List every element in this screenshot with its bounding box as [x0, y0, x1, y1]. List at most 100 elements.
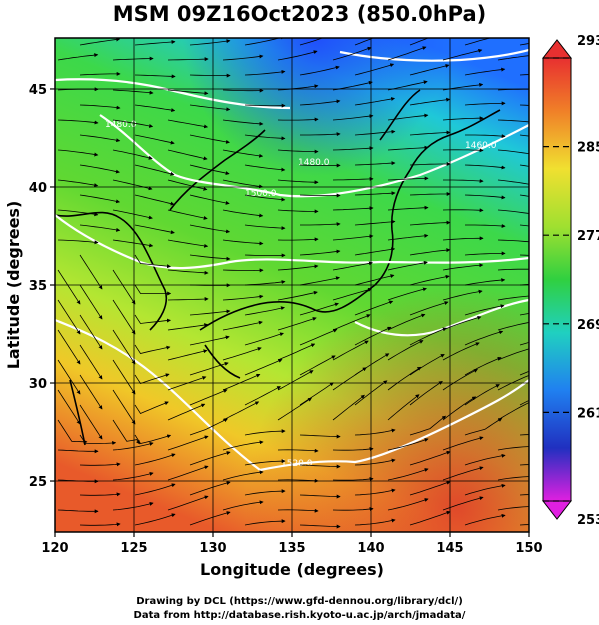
streamline — [300, 132, 341, 137]
streamline — [497, 119, 529, 123]
streamline — [277, 117, 319, 122]
streamline — [79, 374, 103, 410]
streamline — [134, 254, 171, 269]
streamline — [464, 164, 506, 170]
streamline — [167, 403, 206, 421]
streamline — [332, 477, 374, 482]
streamline — [409, 38, 430, 46]
streamline — [387, 468, 429, 481]
streamline — [409, 97, 451, 106]
streamline — [464, 38, 492, 46]
streamline — [134, 344, 171, 354]
streamline — [464, 251, 506, 256]
streamline — [354, 97, 396, 106]
streamline — [387, 340, 424, 361]
colorbar-tick-label: 261 — [577, 406, 599, 421]
streamline — [222, 440, 264, 451]
streamline — [299, 65, 340, 76]
streamline — [112, 299, 136, 335]
streamline — [112, 269, 136, 305]
streamline — [134, 134, 175, 145]
streamline — [189, 418, 228, 436]
y-tick-label: 30 — [29, 377, 47, 392]
streamline — [354, 458, 396, 466]
streamline — [299, 464, 341, 469]
streamline — [354, 274, 395, 286]
streamline — [222, 209, 264, 218]
streamline — [189, 194, 230, 205]
streamline — [167, 149, 208, 161]
streamline — [332, 394, 365, 421]
contour-labels: 1520.0 1500.0 1480.0 1460.0 1480.0 — [105, 120, 497, 469]
streamline — [112, 209, 153, 220]
streamline — [79, 404, 103, 440]
streamline — [409, 64, 450, 76]
streamline — [409, 274, 450, 286]
streamline — [189, 389, 228, 406]
streamline — [497, 402, 529, 421]
streamline — [442, 315, 482, 331]
streamline — [134, 434, 172, 444]
streamline — [519, 74, 529, 76]
streamline — [387, 313, 426, 331]
streamline — [167, 57, 209, 62]
streamline — [167, 349, 208, 361]
streamline — [134, 373, 170, 384]
streamline — [222, 149, 264, 158]
streamline — [244, 134, 286, 141]
streamline — [112, 359, 136, 395]
streamline — [112, 56, 154, 61]
streamline — [442, 289, 483, 301]
streamline — [277, 448, 319, 453]
streamline — [519, 224, 529, 227]
streamline — [189, 73, 231, 78]
streamline — [244, 429, 286, 436]
streamline — [134, 401, 169, 415]
streamline — [519, 524, 529, 526]
streamline — [497, 209, 529, 214]
streamline — [244, 194, 286, 202]
streamline — [519, 254, 529, 256]
streamline — [299, 434, 341, 439]
streamline — [442, 48, 483, 61]
streamline — [79, 104, 121, 110]
streamline — [244, 489, 286, 496]
streamline — [189, 309, 231, 316]
colorbar-scale — [542, 57, 572, 502]
streamline — [497, 506, 529, 511]
streamline — [519, 313, 529, 316]
y-axis-label: Latitude (degrees) — [4, 201, 23, 370]
streamline — [465, 134, 506, 139]
streamline — [464, 356, 502, 376]
streamline — [387, 498, 429, 511]
x-tick-label: 120 — [41, 541, 68, 556]
streamline — [57, 149, 99, 157]
contour-label: 1460.0 — [465, 141, 497, 151]
y-tick-label: 45 — [29, 83, 47, 98]
streamline — [222, 119, 264, 126]
streamline — [134, 164, 175, 176]
streamline — [112, 502, 154, 511]
streamline — [332, 447, 374, 452]
x-tick-label: 135 — [278, 541, 305, 556]
streamline — [442, 342, 480, 361]
streamline — [277, 290, 318, 301]
streamline — [57, 419, 88, 444]
streamline — [189, 335, 230, 346]
streamline — [167, 323, 209, 331]
streamline — [79, 38, 121, 46]
streamline — [134, 74, 176, 79]
streamline — [519, 134, 529, 137]
streamline — [299, 276, 340, 286]
streamline — [134, 224, 175, 235]
streamline — [354, 428, 396, 436]
streamline — [222, 470, 264, 481]
streamline — [244, 69, 286, 76]
x-tick-label: 145 — [436, 541, 463, 556]
streamline — [519, 194, 529, 197]
streamline — [112, 419, 140, 445]
streamline — [112, 389, 136, 425]
streamline — [497, 179, 529, 185]
streamline — [112, 472, 154, 481]
streamline — [222, 294, 264, 301]
